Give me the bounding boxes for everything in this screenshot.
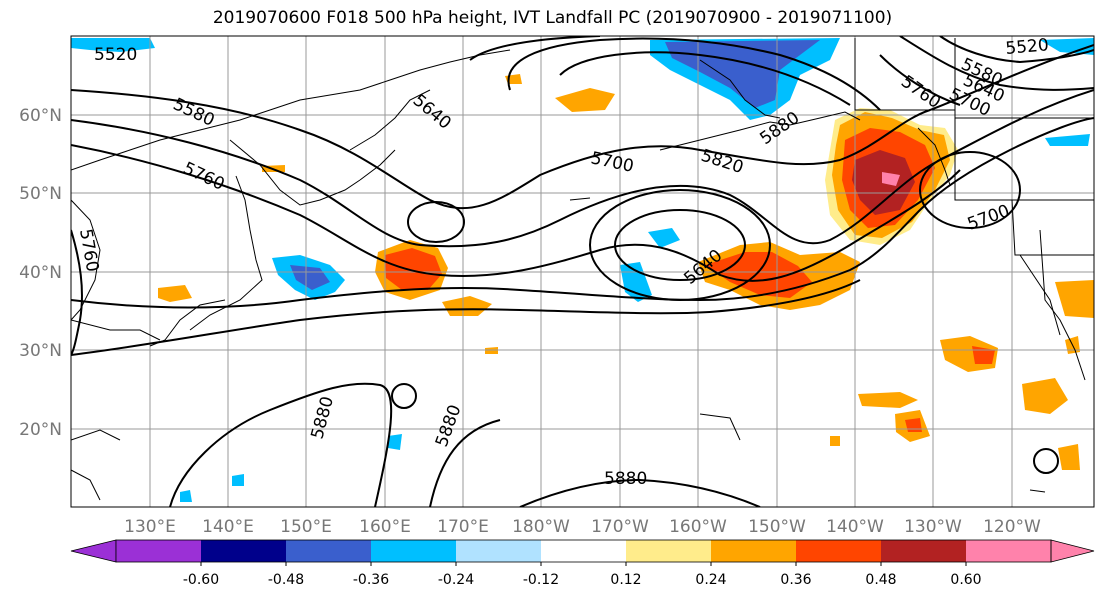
- ivt-negative-alaska-inner: [665, 40, 820, 108]
- colorbar-segment: [201, 540, 286, 562]
- ivt-negative-top-right: [1040, 38, 1094, 55]
- ivt-positive-aleutian-band-red: [705, 252, 812, 298]
- colorbar-tick-label: -0.48: [268, 572, 304, 588]
- colorbar-tick-label: 0.24: [695, 572, 726, 588]
- lat-label: 20°N: [19, 420, 62, 440]
- ivt-positive-baja: [1058, 444, 1080, 470]
- colorbar-segment: [286, 540, 371, 562]
- colorbar: -0.60 -0.48 -0.36 -0.24 -0.12 0.12 0.24 …: [70, 539, 1095, 588]
- colorbar-segment: [371, 540, 456, 562]
- lon-label: 120°W: [983, 517, 1041, 537]
- ivt-negative-small-1: [388, 434, 402, 450]
- colorbar-segment: [456, 540, 541, 562]
- ivt-negative-small-3: [232, 474, 244, 486]
- colorbar-segment: [116, 540, 201, 562]
- ivt-positive-california: [1055, 280, 1094, 318]
- lon-label: 160°W: [669, 517, 727, 537]
- colorbar-outline: [115, 539, 1052, 563]
- map-frame: [70, 35, 1095, 508]
- coastlines: [71, 38, 1094, 501]
- colorbar-tick-label: 0.48: [865, 572, 896, 588]
- lon-label: 170°E: [437, 517, 489, 537]
- colorbar-segment: [711, 540, 796, 562]
- ivt-negative-japan-east-inner: [290, 265, 330, 290]
- colorbar-tick-label: -0.36: [353, 572, 389, 588]
- lon-label: 140°W: [826, 517, 884, 537]
- contour-label: 5520: [94, 45, 137, 65]
- lat-label: 60°N: [19, 106, 62, 126]
- colorbar-tick-label: -0.60: [183, 572, 219, 588]
- longitude-labels: 130°E 140°E 150°E 160°E 170°E 180°W 170°…: [124, 517, 1041, 537]
- contour-label: 5520: [1005, 35, 1050, 59]
- colorbar-tick-label: 0.60: [950, 572, 981, 588]
- colorbar-segment: [796, 540, 881, 562]
- contour-label: 5880: [604, 469, 647, 489]
- colorbar-segment: [881, 540, 966, 562]
- ivt-positive-ne-pacific-2: [1022, 378, 1068, 414]
- ivt-positive-bering: [555, 88, 615, 112]
- ivt-positive-gulf-max: [882, 172, 900, 186]
- colorbar-segment: [966, 540, 1051, 562]
- ivt-positive-small-4: [830, 436, 840, 446]
- lat-label: 50°N: [19, 184, 62, 204]
- lon-label: 180°W: [512, 517, 570, 537]
- colorbar-tick-label: 0.12: [610, 572, 641, 588]
- contour-labels: 5520 5580 5640 5700 5760 5820 5880 5880 …: [75, 35, 1049, 489]
- colorbar-tick-label: 0.36: [780, 572, 811, 588]
- lon-label: 130°W: [904, 517, 962, 537]
- lon-label: 170°W: [591, 517, 649, 537]
- ivt-negative-small-2: [180, 490, 192, 502]
- colorbar-segment: [541, 540, 626, 562]
- ivt-negative-mid-pacific: [648, 228, 680, 248]
- latitude-labels: 60°N 50°N 40°N 30°N 20°N: [19, 106, 62, 440]
- lon-label: 160°E: [359, 517, 411, 537]
- colorbar-extend-low: [70, 539, 117, 563]
- map-title: 2019070600 F018 500 hPa height, IVT Land…: [212, 8, 893, 28]
- ivt-positive-kamchatka-red: [385, 248, 442, 290]
- lon-label: 140°E: [202, 517, 254, 537]
- colorbar-tick-label: -0.12: [523, 572, 559, 588]
- ivt-positive-ne-pacific-4-red: [905, 418, 922, 432]
- ivt-positive-kamchatka-south: [442, 296, 492, 316]
- colorbar-segment: [626, 540, 711, 562]
- colorbar-extend-high: [1050, 539, 1095, 563]
- graticule: [71, 36, 1094, 507]
- colorbar-tick-label: -0.24: [438, 572, 474, 588]
- lon-label: 150°E: [280, 517, 332, 537]
- lon-label: 130°E: [124, 517, 176, 537]
- colorbar-tick-marks: [200, 562, 967, 566]
- ivt-negative-top-left: [71, 38, 155, 52]
- ivt-positive-ne-pacific-3: [858, 392, 918, 408]
- lat-label: 30°N: [19, 341, 62, 361]
- height-contours: [71, 36, 1094, 507]
- lat-label: 40°N: [19, 263, 62, 283]
- ivt-negative-rockies: [1045, 134, 1090, 146]
- lon-label: 150°W: [748, 517, 806, 537]
- ivt-positive-japan-sea: [158, 285, 192, 302]
